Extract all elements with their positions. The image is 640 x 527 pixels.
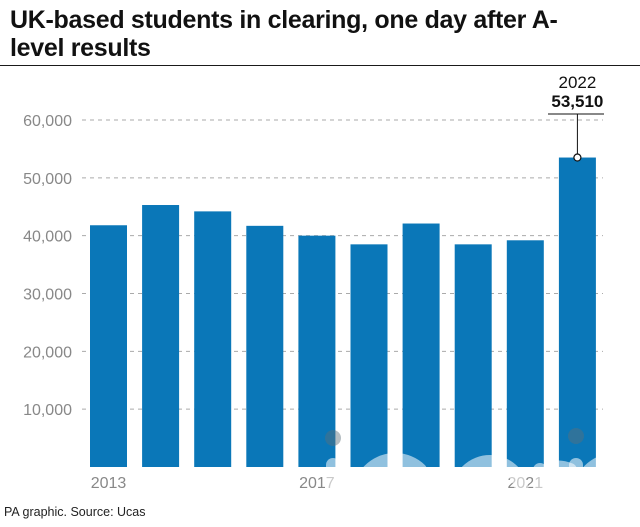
bar-2020 [454, 244, 492, 467]
y-tick-label: 40,000 [23, 229, 72, 246]
annotation-marker [573, 153, 582, 162]
bar-2017 [298, 235, 336, 467]
title-divider [0, 65, 640, 66]
bar-2014 [142, 205, 180, 467]
x-tick-label: 2013 [91, 475, 127, 492]
bars [90, 157, 596, 468]
bar-2018 [350, 244, 388, 467]
annotation-year: 2022 [558, 73, 596, 92]
bar-2016 [246, 225, 284, 467]
chart-title: UK-based students in clearing, one day a… [10, 6, 558, 62]
x-tick-label: 2017 [299, 475, 335, 492]
source-note: PA graphic. Source: Ucas [4, 505, 146, 519]
bar-2015 [194, 211, 232, 467]
bar-2019 [402, 223, 440, 467]
y-tick-label: 10,000 [23, 402, 72, 419]
bar-chart: 10,000 20,000 30,000 40,000 50,000 60,000 201… [23, 73, 604, 492]
bar-2022 [558, 157, 596, 468]
annotation-value: 53,510 [551, 92, 603, 111]
y-tick-label: 50,000 [23, 171, 72, 188]
y-axis-labels: 10,000 20,000 30,000 40,000 50,000 60,000 [23, 113, 72, 419]
y-tick-label: 30,000 [23, 287, 72, 304]
bar-2013 [90, 225, 127, 467]
y-tick-label: 20,000 [23, 344, 72, 361]
y-tick-label: 60,000 [23, 113, 72, 130]
bar-2021 [506, 240, 544, 467]
